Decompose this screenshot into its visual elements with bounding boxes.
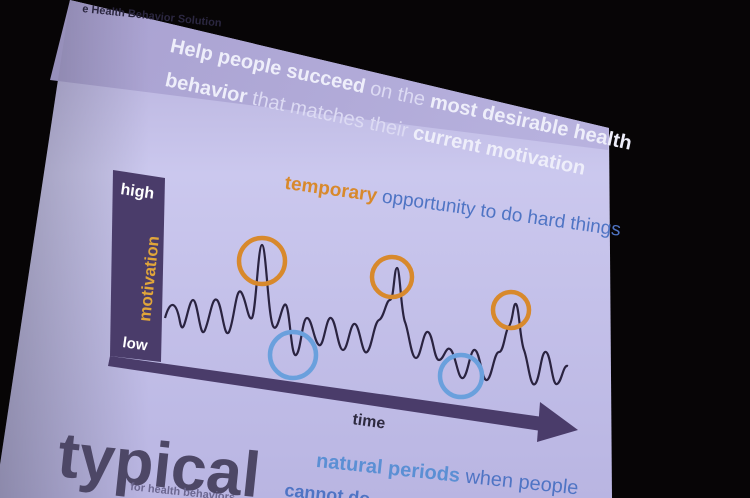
axis-low-label: low xyxy=(121,334,148,354)
motivation-axis-bar xyxy=(110,170,165,362)
orange-peak-circle-3 xyxy=(490,289,532,331)
time-axis-arrowhead xyxy=(537,402,578,442)
time-axis-bar xyxy=(108,356,550,432)
axis-time-label: time xyxy=(351,411,386,432)
orange-peak-circle-2 xyxy=(369,254,415,300)
blue-trough-circle-1 xyxy=(267,329,319,381)
blue-trough-circle-2 xyxy=(437,352,485,400)
orange-peak-circle-1 xyxy=(236,235,288,287)
axis-high-label: high xyxy=(119,181,155,203)
